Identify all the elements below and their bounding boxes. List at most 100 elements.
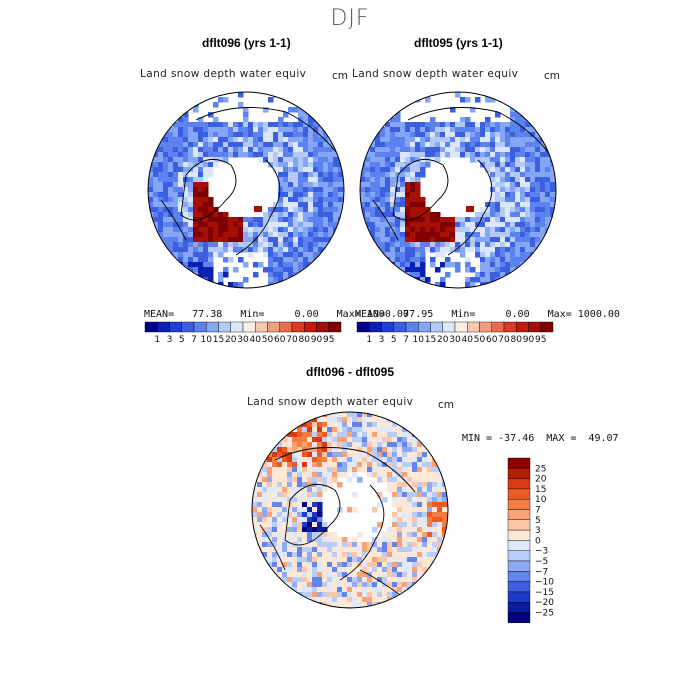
- map-cell: [332, 607, 338, 608]
- map-cell: [168, 182, 174, 188]
- map-cell: [392, 492, 398, 498]
- map-cell: [360, 172, 366, 178]
- map-cell: [298, 142, 304, 148]
- map-cell: [387, 547, 393, 553]
- map-cell: [352, 472, 358, 478]
- map-cell: [535, 237, 541, 243]
- map-cell: [402, 537, 408, 543]
- map-cell: [253, 227, 259, 233]
- map-cell: [357, 597, 363, 603]
- map-cell: [273, 142, 279, 148]
- map-cell: [412, 542, 418, 548]
- map-cell: [365, 187, 371, 193]
- map-cell: [397, 437, 403, 443]
- map-cell: [203, 272, 209, 278]
- map-cell: [307, 462, 313, 468]
- map-cell: [173, 147, 179, 153]
- map-cell: [238, 92, 244, 98]
- map-cell: [395, 217, 401, 223]
- map-cell: [332, 437, 338, 443]
- map-cell: [367, 557, 373, 563]
- map-cell: [480, 252, 486, 258]
- map-cell: [377, 607, 383, 608]
- map-cell: [392, 497, 398, 503]
- map-cell: [427, 442, 433, 448]
- map-cell: [525, 132, 531, 138]
- map-cell: [198, 197, 204, 203]
- map-cell: [500, 262, 506, 268]
- map-cell: [332, 472, 338, 478]
- map-cell: [253, 217, 259, 223]
- map-cell: [188, 207, 194, 213]
- map-cell: [228, 122, 234, 128]
- map-cell: [252, 512, 258, 518]
- map-cell: [273, 252, 279, 258]
- map-cell: [297, 467, 303, 473]
- map-cell: [505, 237, 511, 243]
- map-cell: [427, 512, 433, 518]
- panel2-map: [360, 92, 556, 288]
- map-cell: [323, 217, 329, 223]
- map-cell: [292, 452, 298, 458]
- map-cell: [405, 197, 411, 203]
- map-cell: [272, 537, 278, 543]
- map-cell: [445, 242, 451, 248]
- map-cell: [258, 227, 264, 233]
- map-cell: [292, 432, 298, 438]
- map-cell: [420, 137, 426, 143]
- map-cell: [420, 282, 426, 288]
- map-cell: [540, 147, 546, 153]
- map-cell: [297, 597, 303, 603]
- map-cell: [318, 237, 324, 243]
- map-cell: [362, 557, 368, 563]
- map-cell: [178, 132, 184, 138]
- map-cell: [312, 552, 318, 558]
- map-cell: [455, 232, 461, 238]
- map-cell: [352, 412, 358, 418]
- map-cell: [327, 422, 333, 428]
- map-cell: [402, 447, 408, 453]
- map-cell: [258, 127, 264, 133]
- map-cell: [352, 422, 358, 428]
- map-cell: [183, 157, 189, 163]
- map-cell: [178, 222, 184, 228]
- map-cell: [293, 277, 299, 283]
- map-cell: [178, 232, 184, 238]
- map-cell: [440, 227, 446, 233]
- map-cell: [535, 212, 541, 218]
- map-cell: [163, 147, 169, 153]
- map-cell: [460, 217, 466, 223]
- map-cell: [313, 142, 319, 148]
- map-cell: [500, 172, 506, 178]
- map-cell: [283, 202, 289, 208]
- map-cell: [530, 257, 536, 263]
- map-cell: [293, 232, 299, 238]
- map-cell: [505, 172, 511, 178]
- map-cell: [410, 182, 416, 188]
- map-cell: [302, 492, 308, 498]
- map-cell: [392, 577, 398, 583]
- map-cell: [312, 557, 318, 563]
- map-cell: [367, 542, 373, 548]
- map-cell: [545, 207, 551, 213]
- map-cell: [307, 442, 313, 448]
- map-cell: [405, 277, 411, 283]
- map-cell: [490, 257, 496, 263]
- map-cell: [213, 242, 219, 248]
- map-cell: [505, 142, 511, 148]
- map-cell: [293, 247, 299, 253]
- map-cell: [415, 127, 421, 133]
- map-cell: [515, 117, 521, 123]
- map-cell: [402, 437, 408, 443]
- map-cell: [322, 472, 328, 478]
- map-cell: [465, 257, 471, 263]
- map-cell: [183, 207, 189, 213]
- map-cell: [323, 257, 329, 263]
- map-cell: [283, 217, 289, 223]
- map-cell: [278, 162, 284, 168]
- map-cell: [208, 267, 214, 273]
- map-cell: [153, 152, 159, 158]
- map-cell: [308, 182, 314, 188]
- map-cell: [437, 557, 443, 563]
